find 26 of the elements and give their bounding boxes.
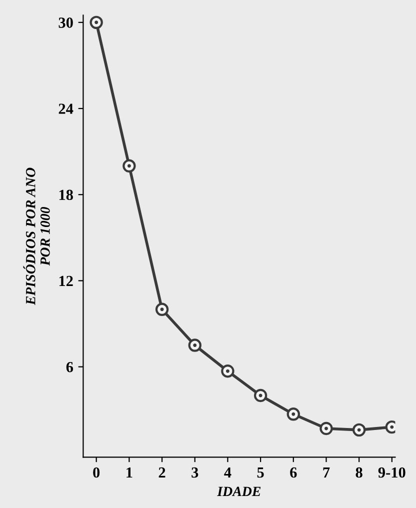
x-tick-label: 9-10 — [378, 467, 406, 478]
x-tick-label: 4 — [224, 467, 232, 478]
x-tick-label: 7 — [323, 468, 330, 478]
point — [122, 159, 136, 173]
point — [221, 364, 234, 378]
y-tick-label: 24 — [58, 104, 74, 114]
y-tick-label: 12 — [59, 276, 73, 286]
y-tick-label: 18 — [59, 190, 73, 200]
point — [320, 422, 333, 436]
point — [286, 408, 300, 421]
x-tick-label: 1 — [126, 467, 132, 478]
point — [254, 388, 268, 402]
point — [188, 338, 202, 352]
point — [155, 302, 169, 316]
x-tick-label: 2 — [158, 467, 166, 478]
point — [90, 16, 103, 30]
y-axis-title: EPISÓDIOS POR ANO POR 1000 — [23, 168, 50, 306]
x-tick-label: 0 — [93, 467, 100, 478]
y-tick-label: 30 — [58, 18, 73, 28]
y-tick-label: 6 — [66, 362, 74, 372]
x-tick-label: 8 — [356, 467, 362, 478]
x-tick-label: 5 — [257, 468, 264, 478]
x-tick-label: 3 — [192, 467, 198, 478]
point — [352, 423, 366, 437]
x-tick-label: 6 — [290, 467, 297, 478]
x-axis-title: IDADE — [217, 486, 261, 496]
